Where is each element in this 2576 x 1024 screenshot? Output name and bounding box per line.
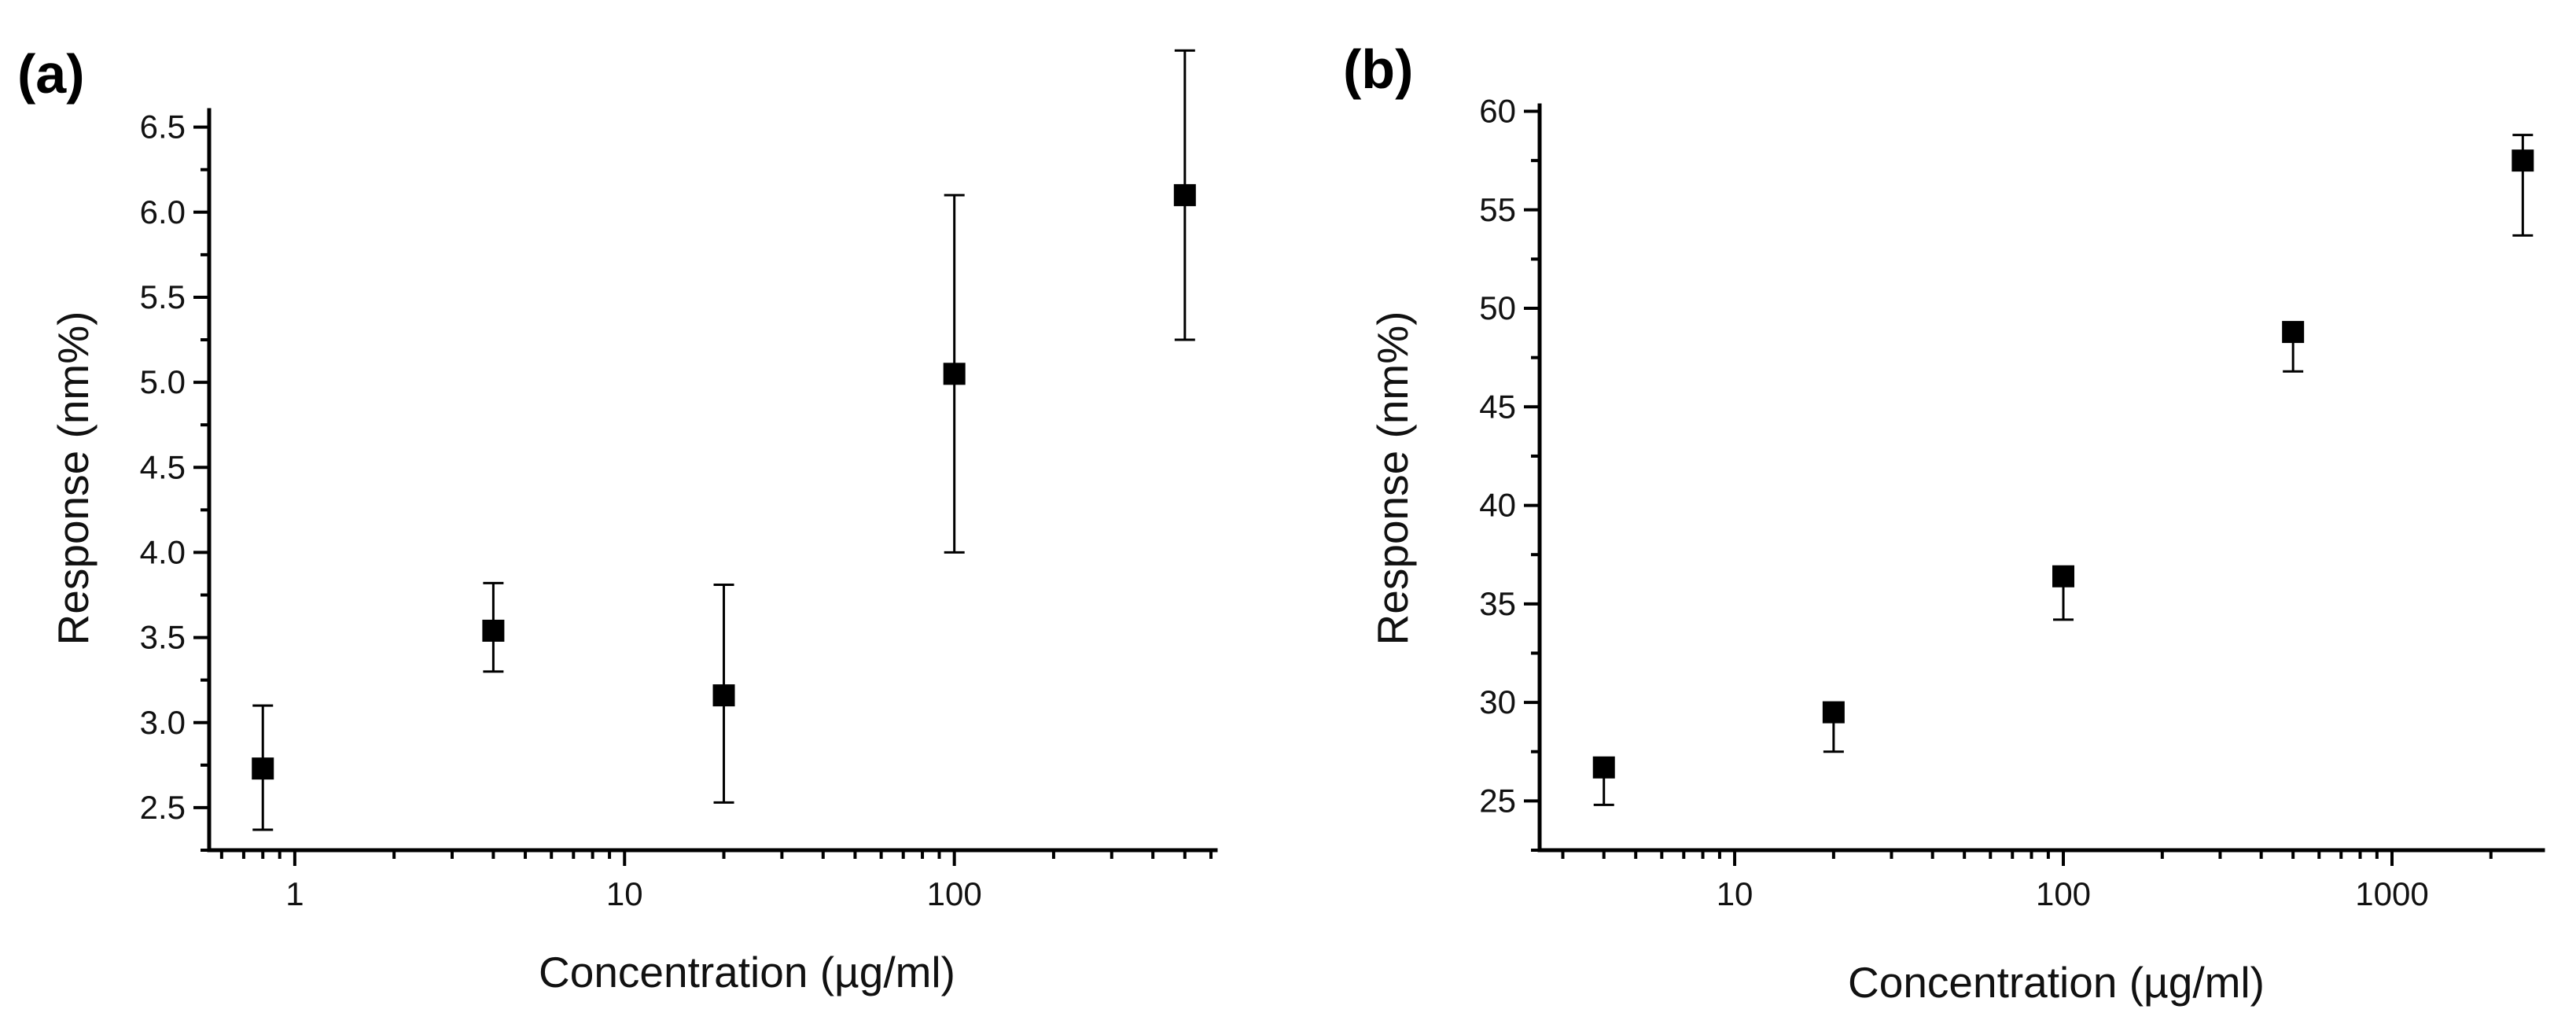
panel-a-y-tick-label: 6.5 [140, 109, 186, 145]
panel-b-data-point [2052, 565, 2075, 588]
panel-a-series [252, 49, 1196, 831]
panel-b-y-axis-title: Response (nm%) [1368, 311, 1417, 646]
panel-a-data-point [943, 363, 966, 385]
panel-b-y-tick-label: 50 [1479, 289, 1516, 326]
panel-b-x-tick-label: 10 [1717, 875, 1754, 912]
panel-a-data-point [1173, 184, 1196, 207]
panel-b-data-point [2282, 321, 2305, 344]
panel-a-y-tick-label: 5.5 [140, 278, 186, 315]
panel-a-y-axis-title: Response (nm%) [49, 311, 98, 646]
panel-a-x-tick-label: 1 [285, 875, 304, 912]
panel-b-x-axis-title: Concentration (µg/ml) [1848, 958, 2265, 1007]
panel-b-y-tick-label: 35 [1479, 585, 1516, 622]
panel-b-y-tick-label: 45 [1479, 388, 1516, 425]
panel-b-data-point [1592, 756, 1615, 779]
panel-a-y-tick-label: 2.5 [140, 789, 186, 826]
panel-b-axes: 25 30 35 40 45 50 55 60 10 100 1000 [1479, 93, 2545, 912]
panel-a-x-tick-label: 10 [606, 875, 643, 912]
panel-b-y-tick-label: 55 [1479, 191, 1516, 228]
panel-b-y-tick-label: 60 [1479, 93, 1516, 130]
panel-a-y-tick-label: 4.0 [140, 533, 186, 570]
panel-b: (b) 25 30 35 40 45 50 55 60 10 100 1000 Response (… [1343, 39, 2545, 1007]
panel-a-y-tick-label: 3.5 [140, 619, 186, 656]
panel-b-data-point [2512, 149, 2534, 172]
panel-b-y-tick-label: 25 [1479, 782, 1516, 819]
panel-a-x-axis-title: Concentration (µg/ml) [539, 948, 955, 996]
panel-b-label: (b) [1343, 39, 1413, 100]
panel-b-data-point [1822, 701, 1845, 724]
panel-a-data-point [252, 757, 274, 780]
panel-a-data-point [712, 684, 735, 707]
panel-b-x-tick-label: 1000 [2355, 875, 2428, 912]
panel-a-y-tick-label: 6.0 [140, 193, 186, 230]
panel-a-label: (a) [17, 43, 85, 105]
panel-b-series [1592, 134, 2534, 806]
panel-a-x-tick-label: 100 [927, 875, 982, 912]
panel-a: (a) 2.5 3.0 3.5 4.0 4.5 5.0 5.5 6.0 6.5 1 10 100 Re… [17, 43, 1218, 996]
panel-a-y-tick-label: 3.0 [140, 704, 186, 741]
panel-b-y-tick-label: 40 [1479, 487, 1516, 524]
panel-b-x-tick-label: 100 [2036, 875, 2091, 912]
panel-a-y-tick-label: 4.5 [140, 448, 186, 485]
panel-b-y-tick-label: 30 [1479, 683, 1516, 720]
panel-a-y-tick-label: 5.0 [140, 363, 186, 400]
panel-a-axes: 2.5 3.0 3.5 4.0 4.5 5.0 5.5 6.0 6.5 1 10 100 [140, 108, 1218, 912]
panel-a-data-point [482, 619, 505, 642]
